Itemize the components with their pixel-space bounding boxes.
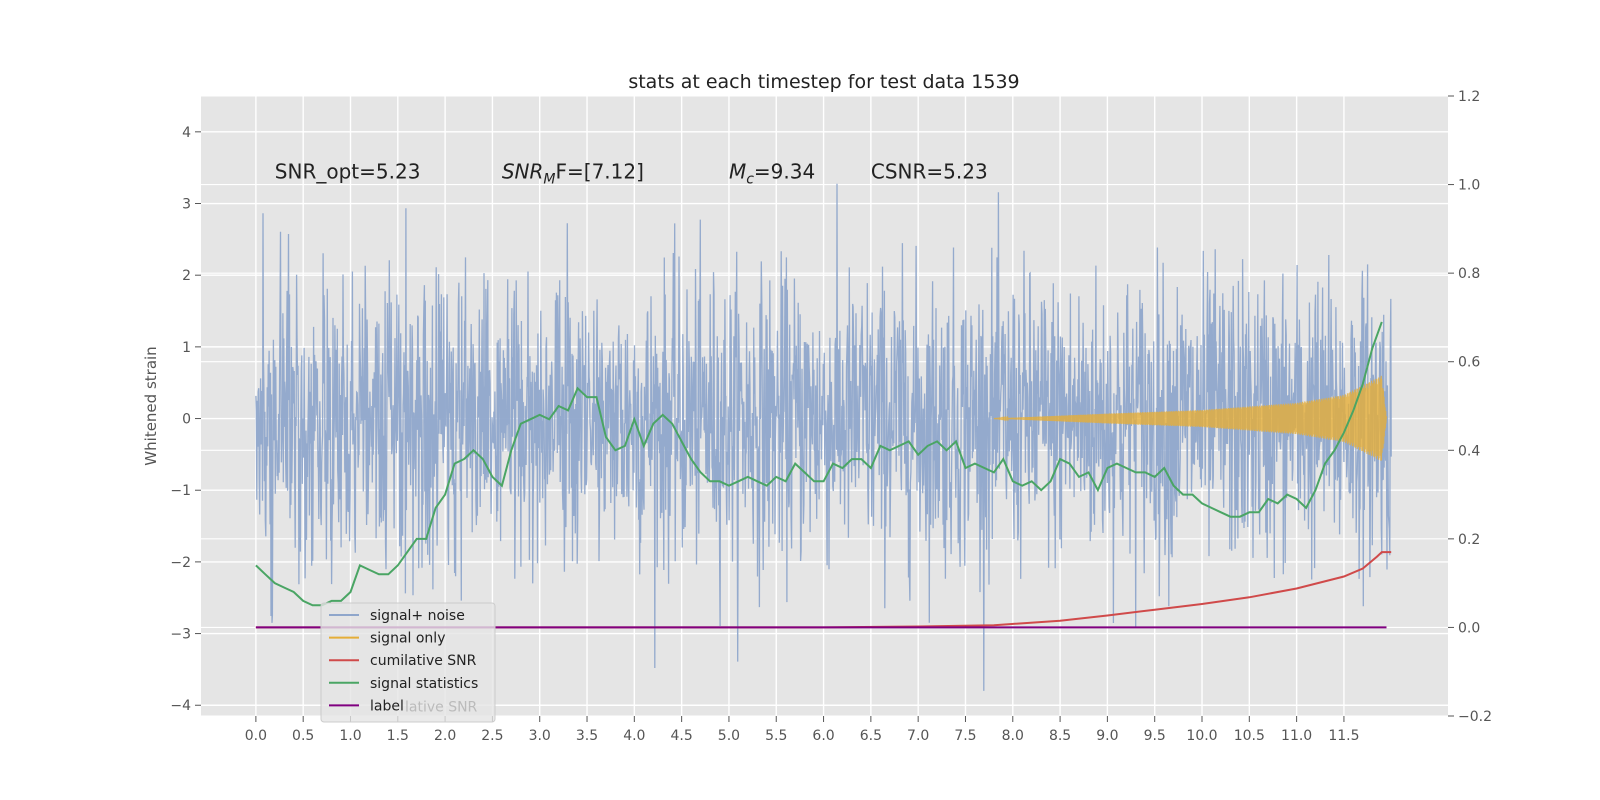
x-tick-label: 3.0 [529, 728, 551, 744]
x-tick-label: 5.0 [718, 728, 740, 744]
x-tick-label: 4.0 [623, 728, 645, 744]
x-tick-label: 9.5 [1144, 728, 1166, 744]
y-right-tick-label: 0.6 [1458, 355, 1480, 371]
series-line [255, 321, 1383, 607]
legend: lative SNR signal+ noise signal only cumila… [320, 602, 496, 723]
x-tick-label: 4.5 [671, 728, 693, 744]
x-tick-label: 3.5 [576, 728, 598, 744]
series-signal-only [993, 375, 1388, 461]
x-tick-label: 11.0 [1281, 728, 1312, 744]
x-tick-label: 1.5 [387, 728, 409, 744]
annotations: SNR_opt=5.23 SNRMF=[7.12] Mc=9.34 CSNR=5.23 [275, 159, 988, 187]
annotation-symbol: SNR [502, 159, 544, 183]
series-line [255, 551, 1392, 629]
legend-label: signal only [370, 631, 445, 647]
y-right-tick-label: 0.8 [1458, 266, 1480, 282]
noise-line [255, 183, 1392, 691]
legend-label: label [370, 698, 404, 714]
x-tick-label: 0.0 [245, 728, 267, 744]
annotation: SNRMF=[7.12] [502, 159, 644, 187]
annotation: Mc=9.34 [729, 159, 815, 187]
x-tick-label: 7.0 [907, 728, 929, 744]
y-tick-label: 0 [182, 412, 191, 428]
x-tick-label: 0.5 [292, 728, 314, 744]
left-y-axis: 4 3 2 1 0 −1 −2 −3 −4 [170, 125, 201, 714]
x-tick-label: 10.0 [1186, 728, 1217, 744]
annotation-symbol: M [729, 159, 746, 183]
annotation-subscript: c [746, 171, 754, 187]
y-tick-label: 1 [182, 340, 191, 356]
legend-box [320, 602, 496, 723]
series-signal-noise [255, 183, 1392, 691]
x-tick-label: 2.0 [434, 728, 456, 744]
y-right-tick-label: 1.0 [1458, 178, 1480, 194]
y-right-tick-label: 0.4 [1458, 443, 1480, 459]
x-tick-label: 8.0 [1002, 728, 1024, 744]
annotation: SNR_opt=5.23 [275, 159, 421, 183]
x-tick-label: 6.0 [812, 728, 834, 744]
annotation: CSNR=5.23 [871, 159, 988, 183]
y-tick-label: 3 [182, 197, 191, 213]
x-tick-label: 2.5 [481, 728, 503, 744]
y-tick-label: −1 [170, 483, 191, 499]
y-right-tick-label: −0.2 [1458, 709, 1492, 725]
right-y-axis: 1.2 1.0 0.8 0.6 0.4 0.2 0.0 −0.2 [1448, 89, 1492, 725]
legend-overlap-text: lative SNR [405, 699, 478, 715]
x-tick-label: 11.5 [1328, 728, 1359, 744]
x-tick-label: 7.5 [954, 728, 976, 744]
annotation-value: =9.34 [754, 159, 815, 183]
x-tick-label: 9.0 [1096, 728, 1118, 744]
y-tick-label: −3 [170, 627, 191, 643]
annotation-value: F=[7.12] [556, 159, 644, 183]
y-tick-label: −4 [170, 698, 191, 714]
chirp-line [993, 375, 1388, 461]
legend-label: signal statistics [370, 676, 478, 692]
y-tick-label: −2 [170, 555, 191, 571]
y-right-tick-label: 0.2 [1458, 532, 1480, 548]
series-signal-statistics [255, 321, 1383, 607]
y-right-tick-label: 1.2 [1458, 89, 1480, 105]
x-axis: 0.0 0.5 1.0 1.5 2.0 2.5 3.0 3.5 4.0 4.5 5.0 5.5 6.0 6… [245, 716, 1360, 744]
y-axis-label: Whitened strain [142, 346, 160, 465]
x-tick-label: 5.5 [765, 728, 787, 744]
series-cumilative-snr [255, 551, 1392, 629]
x-tick-label: 10.5 [1234, 728, 1265, 744]
chart-title: stats at each timestep for test data 153… [628, 71, 1019, 93]
x-tick-label: 8.5 [1049, 728, 1071, 744]
x-tick-label: 1.0 [339, 728, 361, 744]
legend-label: signal+ noise [370, 608, 465, 624]
y-tick-label: 4 [182, 125, 191, 141]
grid [201, 95, 1448, 717]
y-tick-label: 2 [182, 268, 191, 284]
legend-label: cumilative SNR [370, 653, 477, 669]
annotation-subscript: M [543, 171, 555, 187]
x-tick-label: 6.5 [860, 728, 882, 744]
y-right-tick-label: 0.0 [1458, 620, 1480, 636]
